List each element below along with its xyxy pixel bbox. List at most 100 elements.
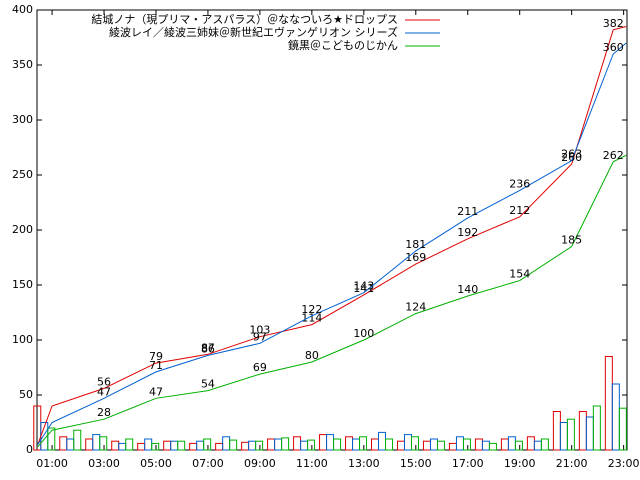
x-tick-label: 19:00	[504, 457, 536, 470]
bar	[371, 438, 380, 451]
data-label: 103	[249, 324, 270, 337]
line	[37, 26, 627, 445]
data-label: 181	[405, 238, 426, 251]
bar	[396, 440, 405, 451]
bar	[300, 440, 309, 451]
y-tick-label: 50	[19, 388, 33, 401]
bar	[488, 442, 497, 451]
bar	[241, 441, 250, 451]
bar	[533, 440, 542, 451]
y-tick-label: 250	[12, 168, 33, 181]
bar	[352, 438, 361, 451]
bar	[203, 438, 212, 451]
data-label: 360	[603, 41, 624, 54]
data-label: 47	[149, 385, 163, 398]
data-label: 54	[201, 378, 215, 391]
bar	[403, 434, 412, 451]
data-label: 122	[301, 303, 322, 316]
data-label: 87	[201, 341, 215, 354]
bar	[281, 437, 290, 451]
bar	[137, 442, 146, 451]
data-label: 97	[253, 330, 267, 343]
bar	[611, 383, 620, 451]
bar	[118, 442, 127, 451]
data-label: 140	[457, 283, 478, 296]
data-label: 212	[509, 204, 530, 217]
bar	[99, 436, 108, 451]
bar	[333, 438, 342, 451]
data-label: 154	[509, 268, 530, 281]
bar	[359, 436, 368, 451]
x-tick-label: 09:00	[244, 457, 276, 470]
bar	[215, 442, 224, 451]
y-tick-label: 0	[26, 443, 33, 456]
data-label: 124	[405, 301, 426, 314]
line	[37, 154, 627, 448]
bar	[566, 418, 575, 451]
data-label: 86	[201, 342, 215, 355]
bar	[481, 440, 490, 451]
bar	[222, 436, 231, 451]
data-label: 211	[457, 205, 478, 218]
y-tick-label: 200	[12, 223, 33, 236]
bar	[163, 440, 172, 451]
x-tick-label: 17:00	[452, 457, 484, 470]
bar	[604, 356, 613, 451]
bar	[462, 438, 471, 451]
bar	[125, 438, 134, 451]
bar	[85, 438, 94, 451]
bar	[410, 436, 419, 451]
y-tick-label: 300	[12, 113, 33, 126]
data-label: 169	[405, 251, 426, 264]
data-label: 114	[301, 312, 322, 325]
bar	[507, 436, 516, 451]
data-label: 79	[149, 350, 163, 363]
bar	[267, 438, 276, 451]
bar	[448, 442, 457, 451]
data-label: 143	[353, 280, 374, 293]
legend-label: 鏡黒＠こどものじかん	[288, 38, 398, 52]
bar	[189, 442, 198, 451]
bar	[585, 416, 594, 451]
data-label: 192	[457, 226, 478, 239]
bar	[592, 405, 601, 451]
bar	[248, 440, 257, 451]
data-label: 263	[561, 148, 582, 161]
bar	[500, 438, 509, 451]
bar	[66, 438, 75, 451]
bar	[144, 438, 153, 451]
bar	[307, 439, 316, 451]
bar	[274, 438, 283, 451]
bar	[455, 436, 464, 451]
y-tick-label: 100	[12, 333, 33, 346]
bar	[326, 434, 335, 451]
data-label: 56	[97, 375, 111, 388]
bar	[293, 436, 302, 451]
bar	[378, 431, 387, 451]
data-label: 185	[561, 234, 582, 247]
bar	[73, 429, 82, 451]
bar	[151, 442, 160, 451]
data-label: 71	[149, 359, 163, 372]
data-label: 141	[353, 282, 374, 295]
y-tick-label: 350	[12, 58, 33, 71]
data-label: 382	[603, 17, 624, 30]
bar	[177, 440, 186, 451]
bar	[559, 422, 568, 451]
bar	[552, 411, 561, 451]
x-tick-label: 15:00	[400, 457, 432, 470]
bar	[385, 438, 394, 451]
x-tick-label: 01:00	[36, 457, 68, 470]
data-label: 262	[603, 149, 624, 162]
data-label: 100	[353, 327, 374, 340]
bar	[429, 438, 438, 451]
legend-label: 綾波レイ／綾波三姉妹＠新世紀エヴァンゲリオン シリーズ	[109, 25, 398, 39]
bar	[436, 440, 445, 451]
legend-label: 結城ノナ（現プリマ・アスパラス）＠ななついろ★ドロップス	[91, 12, 398, 26]
plot-frame	[36, 9, 628, 451]
x-tick-label: 13:00	[348, 457, 380, 470]
bar	[92, 434, 101, 451]
x-tick-label: 11:00	[296, 457, 328, 470]
bar	[514, 440, 523, 451]
